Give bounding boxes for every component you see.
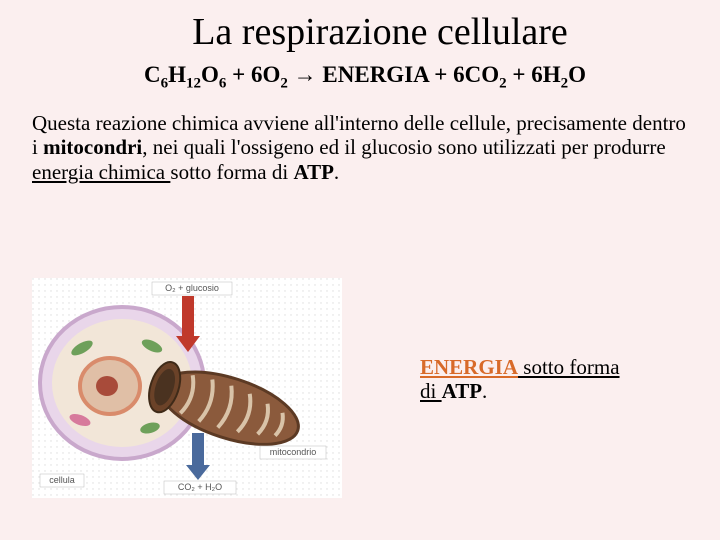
body-post1: sotto forma di	[170, 160, 293, 184]
side-atp: ATP	[442, 379, 482, 403]
side-caption: ENERGIA sotto forma di ATP.	[420, 355, 640, 403]
body-atp: ATP	[293, 160, 333, 184]
cell-diagram-svg: O₂ + glucosio CO₂ + H₂O cellula mitocond…	[32, 278, 342, 498]
body-mid: , nei quali l'ossigeno ed il glucosio so…	[142, 135, 665, 159]
label-output: CO₂ + H₂O	[178, 482, 222, 492]
cell-diagram: O₂ + glucosio CO₂ + H₂O cellula mitocond…	[32, 278, 342, 498]
side-energia: ENERGIA	[420, 355, 518, 379]
page-title: La respirazione cellulare	[0, 0, 720, 54]
side-rest2: .	[482, 379, 487, 403]
nucleolus	[96, 376, 118, 396]
label-mito: mitocondrio	[270, 447, 317, 457]
body-post2: .	[334, 160, 339, 184]
body-underlined: energia chimica	[32, 160, 170, 184]
body-paragraph: Questa reazione chimica avviene all'inte…	[0, 93, 720, 185]
label-cell: cellula	[49, 475, 75, 485]
label-input: O₂ + glucosio	[165, 283, 219, 293]
body-bold-mitocondri: mitocondri	[43, 135, 142, 159]
chemical-formula: C6H12O6 + 6O2 → ENERGIA + 6CO2 + 6H2O	[0, 62, 720, 93]
